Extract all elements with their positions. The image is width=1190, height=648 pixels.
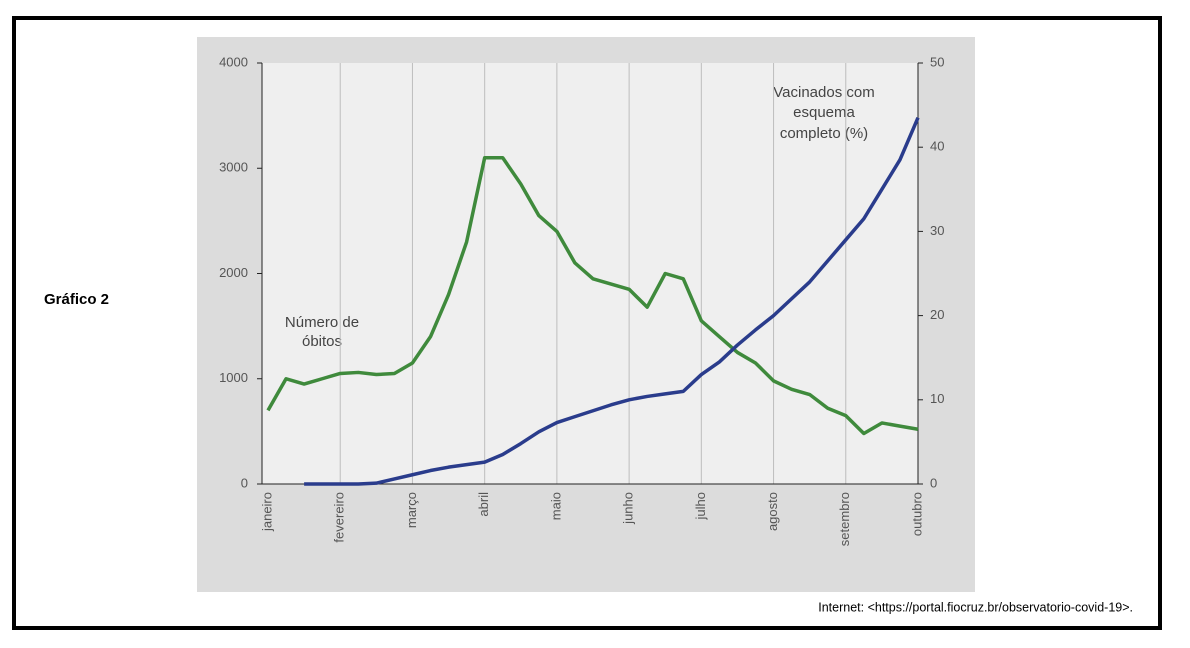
x-tick-label: março: [404, 492, 419, 528]
y2-tick-label: 50: [930, 54, 944, 69]
x-tick-label: setembro: [837, 492, 852, 546]
x-tick-label: fevereiro: [332, 492, 347, 543]
x-tick-label: maio: [548, 492, 563, 520]
y-tick-label: 3000: [219, 160, 248, 175]
x-tick-label: junho: [621, 492, 636, 525]
figure-label: Gráfico 2: [44, 291, 109, 308]
source: Internet: <https://portal.fiocruz.br/obs…: [818, 600, 1133, 614]
annotation: óbitos: [302, 333, 342, 350]
y-tick-label: 2000: [219, 265, 248, 280]
annotation: Número de: [285, 314, 359, 331]
annotation: esquema: [793, 104, 855, 121]
y2-tick-label: 20: [930, 307, 944, 322]
y-tick-label: 0: [241, 475, 248, 490]
y2-tick-label: 10: [930, 391, 944, 406]
annotation: completo (%): [780, 125, 868, 142]
x-tick-label: agosto: [765, 492, 780, 531]
x-tick-label: julho: [693, 492, 708, 520]
plot-area: [262, 63, 918, 484]
annotation: Vacinados com: [773, 84, 874, 101]
y2-tick-label: 40: [930, 139, 944, 154]
y2-tick-label: 30: [930, 223, 944, 238]
x-tick-label: outubro: [909, 492, 924, 536]
y-tick-label: 1000: [219, 370, 248, 385]
series-line: [266, 155, 919, 436]
x-tick-label: janeiro: [259, 492, 274, 532]
y-tick-label: 4000: [219, 54, 248, 69]
series-line: [304, 117, 920, 486]
y2-tick-label: 0: [930, 475, 937, 490]
x-tick-label: abril: [476, 492, 491, 517]
